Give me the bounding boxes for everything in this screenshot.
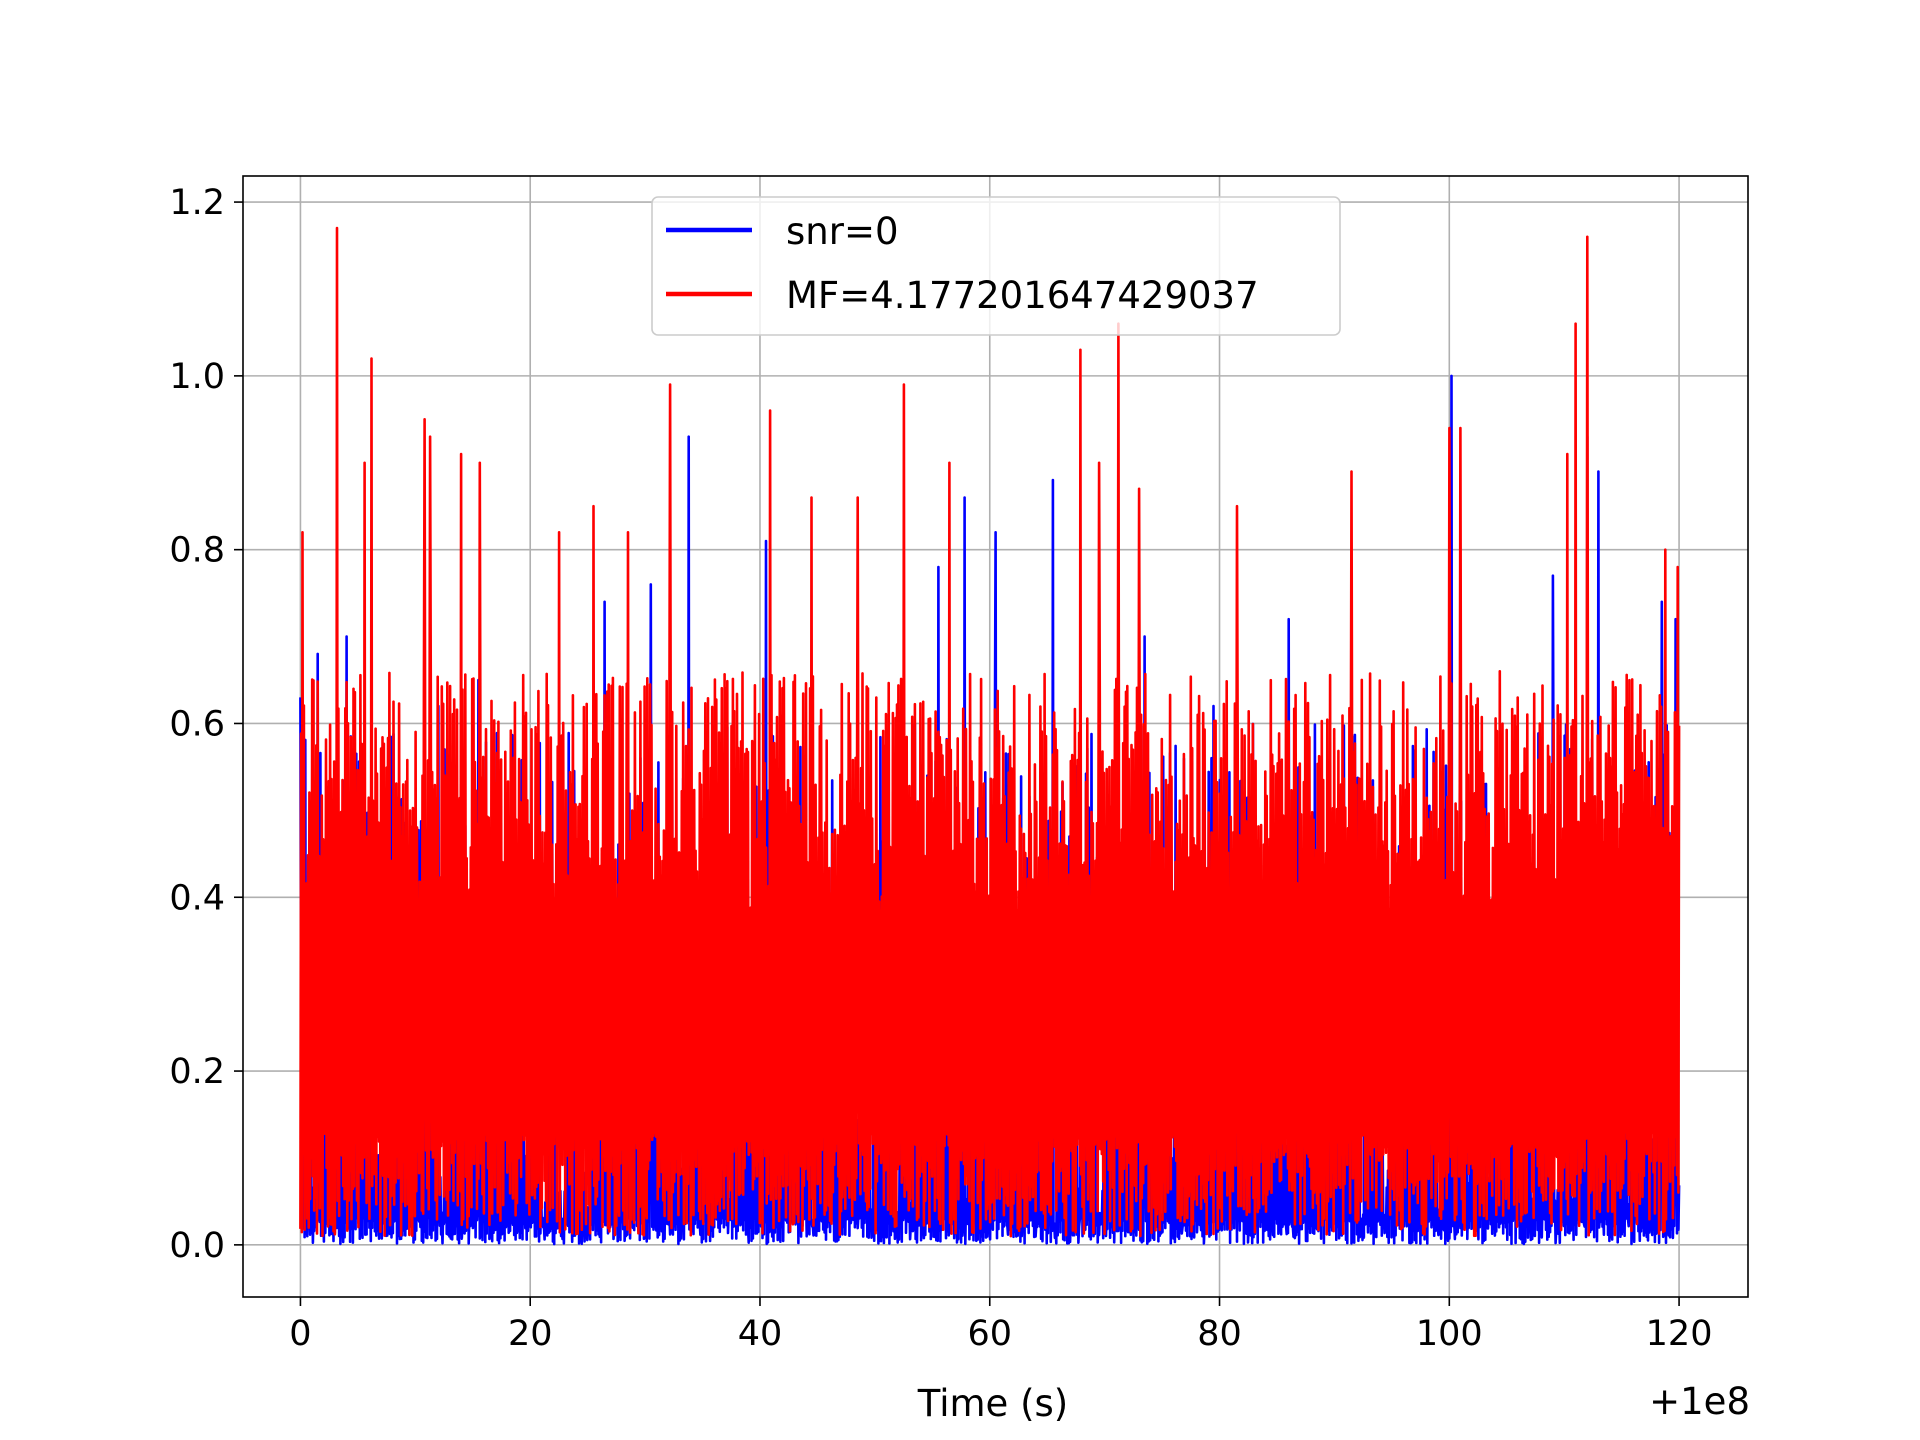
x-tick-label: 120 <box>1646 1314 1713 1354</box>
y-tick-label: 1.0 <box>169 357 225 397</box>
y-tick-label: 0.6 <box>169 704 225 744</box>
plot-frame <box>242 175 1749 1298</box>
x-tick-label: 20 <box>508 1314 553 1354</box>
legend-label-mf: MF=4.177201647429037 <box>786 274 1259 317</box>
x-tick-label: 100 <box>1416 1314 1483 1354</box>
legend-box <box>651 196 1341 336</box>
y-tick-label: 0.4 <box>169 878 225 918</box>
y-tick-label: 0.8 <box>169 531 225 571</box>
series-line-mf <box>299 226 1681 1238</box>
axis-ticks: 0 20 40 60 80 100 120 0.0 0.2 0.4 0.6 0.8 1.0 1.2 <box>169 183 1712 1354</box>
x-axis-label: Time (s) <box>917 1382 1068 1425</box>
legend-label-snr: snr=0 <box>786 210 898 253</box>
y-tick-label: 1.2 <box>169 183 225 223</box>
x-tick-label: 60 <box>967 1314 1012 1354</box>
plot-area-series <box>299 226 1681 1246</box>
legend: snr=0 MF=4.177201647429037 <box>651 196 1341 336</box>
y-tick-label: 0.2 <box>169 1052 225 1092</box>
y-tick-label: 0.0 <box>169 1226 225 1266</box>
x-tick-label: 80 <box>1197 1314 1242 1354</box>
x-axis-offset-label: +1e8 <box>1649 1380 1750 1423</box>
x-tick-label: 0 <box>289 1314 311 1354</box>
x-tick-label: 40 <box>738 1314 783 1354</box>
